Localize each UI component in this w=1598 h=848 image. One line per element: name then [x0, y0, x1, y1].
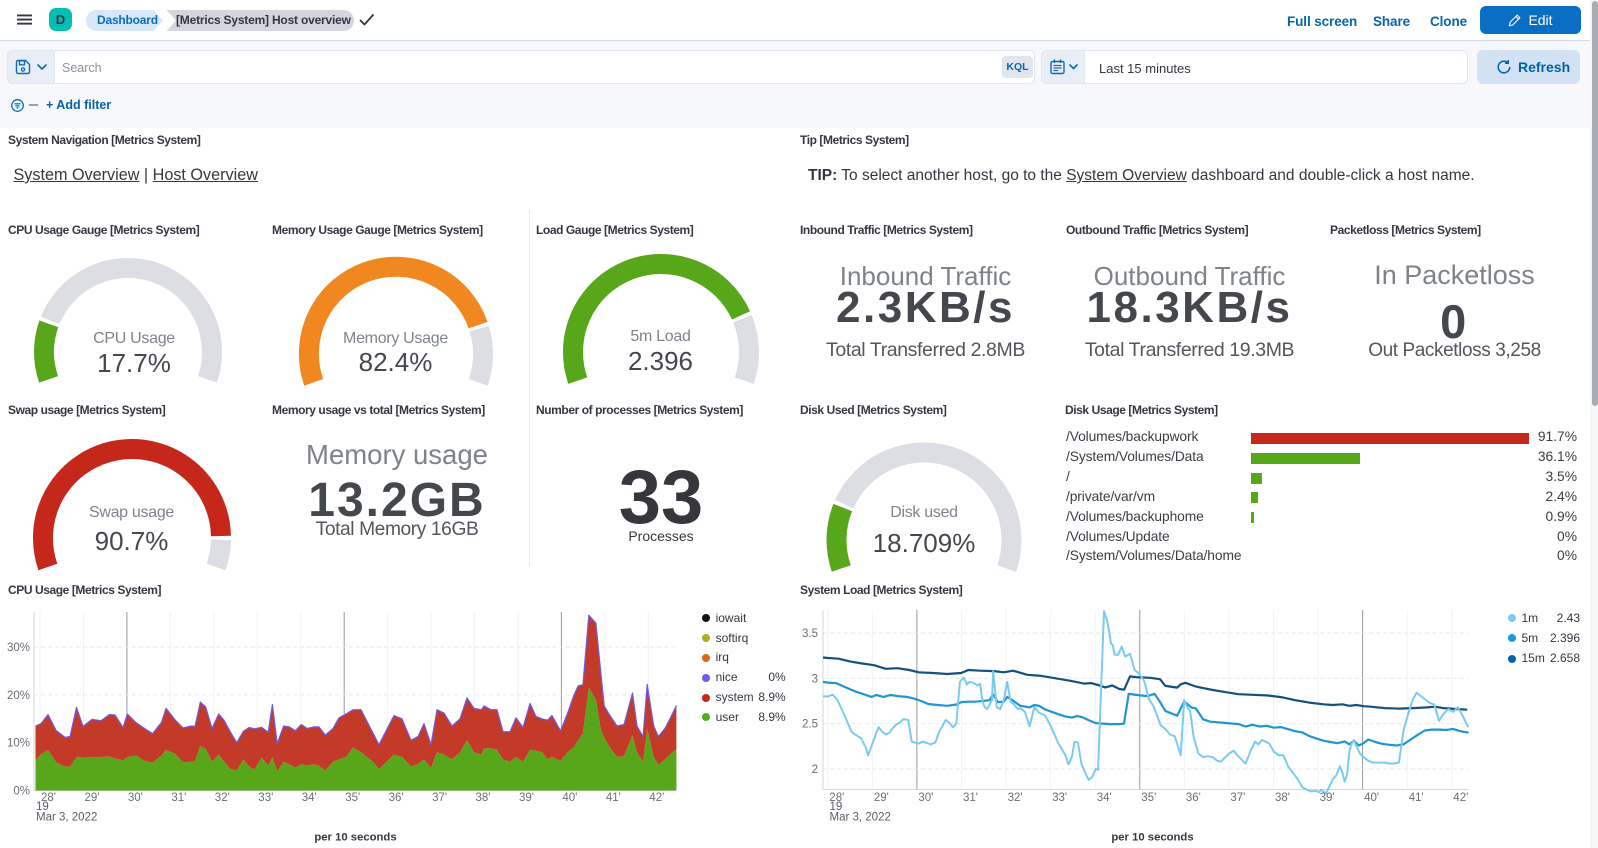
svg-text:32': 32' — [215, 792, 230, 804]
svg-text:30%: 30% — [7, 642, 30, 654]
svg-text:20%: 20% — [7, 690, 30, 702]
svg-text:per 10 seconds: per 10 seconds — [1111, 832, 1193, 844]
svg-text:35': 35' — [1141, 792, 1156, 804]
svg-text:33': 33' — [258, 792, 273, 804]
svg-text:3: 3 — [812, 673, 818, 685]
svg-text:0%: 0% — [13, 786, 30, 798]
svg-text:Mar 3, 2022: Mar 3, 2022 — [36, 812, 97, 824]
svg-text:29': 29' — [85, 792, 100, 804]
svg-text:39': 39' — [1320, 792, 1335, 804]
svg-text:39': 39' — [519, 792, 534, 804]
svg-text:2: 2 — [812, 764, 818, 776]
svg-text:31': 31' — [963, 792, 978, 804]
svg-text:41': 41' — [606, 792, 621, 804]
svg-text:40': 40' — [1364, 792, 1379, 804]
svg-text:3.5: 3.5 — [802, 628, 818, 640]
svg-text:10%: 10% — [7, 738, 30, 750]
svg-text:2.5: 2.5 — [802, 719, 818, 731]
svg-text:36': 36' — [1186, 792, 1201, 804]
svg-text:42': 42' — [649, 792, 664, 804]
svg-text:32': 32' — [1008, 792, 1023, 804]
svg-text:28': 28' — [41, 792, 56, 804]
svg-text:38': 38' — [1275, 792, 1290, 804]
svg-text:37': 37' — [1230, 792, 1245, 804]
svg-text:19: 19 — [36, 801, 49, 813]
svg-text:29': 29' — [874, 792, 889, 804]
svg-text:19: 19 — [830, 801, 843, 813]
svg-text:36': 36' — [389, 792, 404, 804]
svg-text:31': 31' — [171, 792, 186, 804]
svg-text:40': 40' — [562, 792, 577, 804]
svg-text:28': 28' — [829, 792, 844, 804]
svg-text:Mar 3, 2022: Mar 3, 2022 — [830, 812, 891, 824]
svg-text:41': 41' — [1409, 792, 1424, 804]
svg-text:30': 30' — [128, 792, 143, 804]
svg-text:35': 35' — [345, 792, 360, 804]
svg-text:30': 30' — [918, 792, 933, 804]
svg-text:37': 37' — [432, 792, 447, 804]
svg-text:38': 38' — [476, 792, 491, 804]
svg-text:34': 34' — [1097, 792, 1112, 804]
svg-text:42': 42' — [1453, 792, 1468, 804]
svg-text:34': 34' — [302, 792, 317, 804]
svg-text:33': 33' — [1052, 792, 1067, 804]
svg-text:per 10 seconds: per 10 seconds — [314, 832, 396, 844]
